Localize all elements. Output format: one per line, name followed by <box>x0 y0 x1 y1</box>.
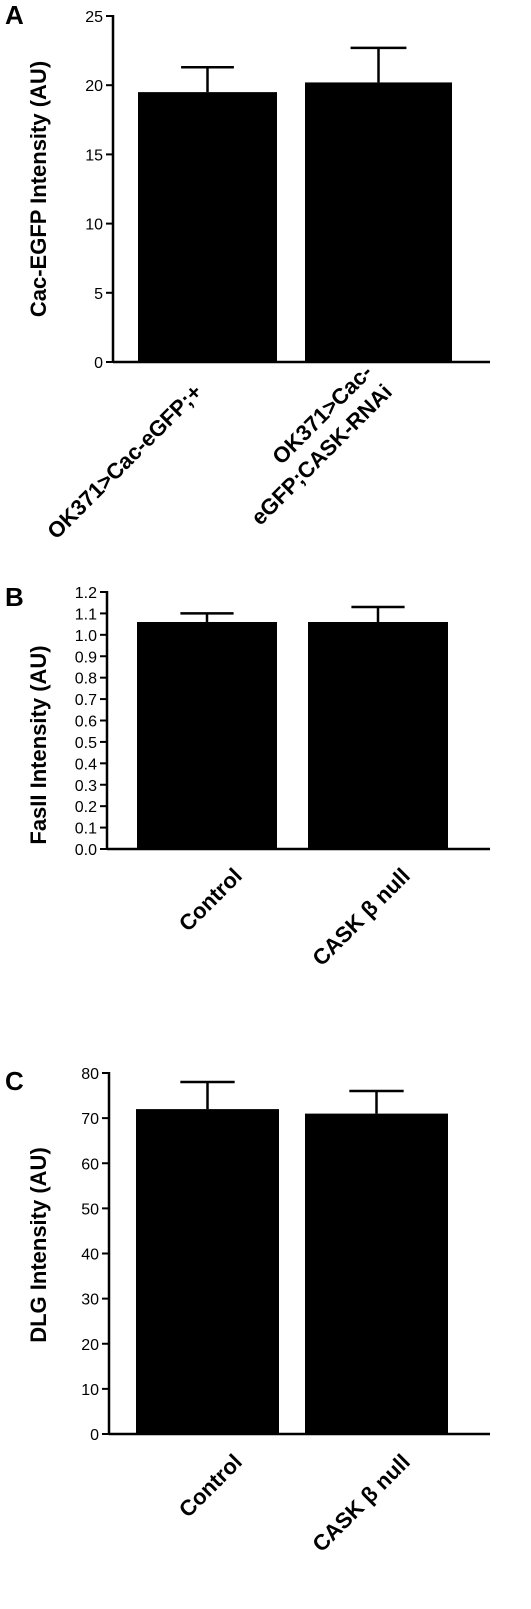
panel-letter-c: C <box>5 1066 24 1096</box>
y-tick-label: 40 <box>81 1247 99 1264</box>
y-axis-label-a: Cac-EGFP Intensity (AU) <box>26 61 51 317</box>
y-axis-ticks-a: 0 5 10 15 20 25 <box>85 9 113 372</box>
y-tick-label: 20 <box>85 78 103 95</box>
panel-c: C DLG Intensity (AU) 0 10 20 30 40 50 60 70 80 C… <box>5 1066 490 1557</box>
x-category-label: Control <box>174 1449 247 1522</box>
y-tick-label: 50 <box>81 1201 99 1218</box>
bar <box>308 621 448 849</box>
bar <box>137 621 277 849</box>
y-tick-label: 0.0 <box>75 842 97 859</box>
y-axis-label-c: DLG Intensity (AU) <box>26 1147 51 1343</box>
y-axis-label-b: FasII Intensity (AU) <box>26 645 51 844</box>
x-axis-categories-c: Control CASK β null <box>174 1449 415 1557</box>
y-tick-label: 0 <box>90 1427 99 1444</box>
error-bars-a <box>181 46 407 93</box>
y-axis-ticks-b: 0.0 0.1 0.2 0.3 0.4 0.5 0.6 0.7 0.8 0.9 1.0 1.1 1.2 <box>75 585 107 859</box>
axes-c <box>107 1072 490 1436</box>
y-tick-label: 10 <box>85 217 103 234</box>
y-tick-label: 25 <box>85 9 103 26</box>
bar <box>138 92 277 363</box>
y-tick-label: 0.5 <box>75 735 97 752</box>
bars-a <box>138 82 452 363</box>
y-tick-label: 1.2 <box>75 585 97 602</box>
y-tick-label: 0 <box>94 355 103 372</box>
panel-b: B FasII Intensity (AU) 0.00.10.20.30.40.… <box>5 582 490 971</box>
y-tick-label: 1.1 <box>75 606 97 623</box>
y-tick-label: 0.1 <box>75 821 97 838</box>
x-category-label-line: OK371>Cac-eGFP;+ <box>42 379 207 544</box>
axes-a <box>111 15 490 364</box>
x-category-label-line: CASK β null <box>307 863 415 971</box>
panel-a: A Cac-EGFP Intensity (AU) 0 5 10 15 20 25 OK3… <box>5 0 490 544</box>
x-category-label: CASK β null <box>307 1449 415 1557</box>
y-tick-label: 0.2 <box>75 799 97 816</box>
x-axis-categories-b: Control CASK β null <box>174 863 415 971</box>
x-category-label-line: CASK β null <box>307 1449 415 1557</box>
bars-b <box>137 621 448 849</box>
y-tick-label: 5 <box>94 286 103 303</box>
y-tick-label: 0.8 <box>75 671 97 688</box>
y-tick-label: 0.9 <box>75 649 97 666</box>
error-bars-c <box>180 1080 404 1114</box>
y-tick-label: 0.4 <box>75 756 97 773</box>
bar <box>305 1113 448 1434</box>
panel-letter-a: A <box>5 0 24 30</box>
y-axis-ticks-c: 0 10 20 30 40 50 60 70 80 <box>81 1066 109 1444</box>
y-tick-label: 70 <box>81 1111 99 1128</box>
y-tick-label: 80 <box>81 1066 99 1083</box>
y-tick-label: 60 <box>81 1156 99 1173</box>
error-bars-b <box>180 605 405 622</box>
panel-letter-b: B <box>5 582 24 612</box>
x-category-label-line: Control <box>174 1449 247 1522</box>
bar <box>305 82 452 362</box>
y-tick-label: 10 <box>81 1382 99 1399</box>
y-tick-label: 0.6 <box>75 714 97 731</box>
axes-b <box>105 591 490 851</box>
bar <box>136 1109 279 1434</box>
x-axis-categories-a: OK371>Cac-eGFP;+ OK371>Cac-eGFP;CASK-RNAi <box>42 359 397 543</box>
y-tick-label: 0.7 <box>75 692 97 709</box>
y-tick-label: 1.0 <box>75 628 97 645</box>
x-category-label: CASK β null <box>307 863 415 971</box>
x-category-label: OK371>Cac-eGFP;+ <box>42 379 207 544</box>
x-category-label: OK371>Cac-eGFP;CASK-RNAi <box>226 359 397 530</box>
y-tick-label: 0.3 <box>75 778 97 795</box>
y-tick-label: 30 <box>81 1292 99 1309</box>
bars-c <box>136 1109 448 1434</box>
y-tick-label: 15 <box>85 147 103 164</box>
x-category-label-line: Control <box>174 863 247 936</box>
y-tick-label: 20 <box>81 1337 99 1354</box>
x-category-label: Control <box>174 863 247 936</box>
